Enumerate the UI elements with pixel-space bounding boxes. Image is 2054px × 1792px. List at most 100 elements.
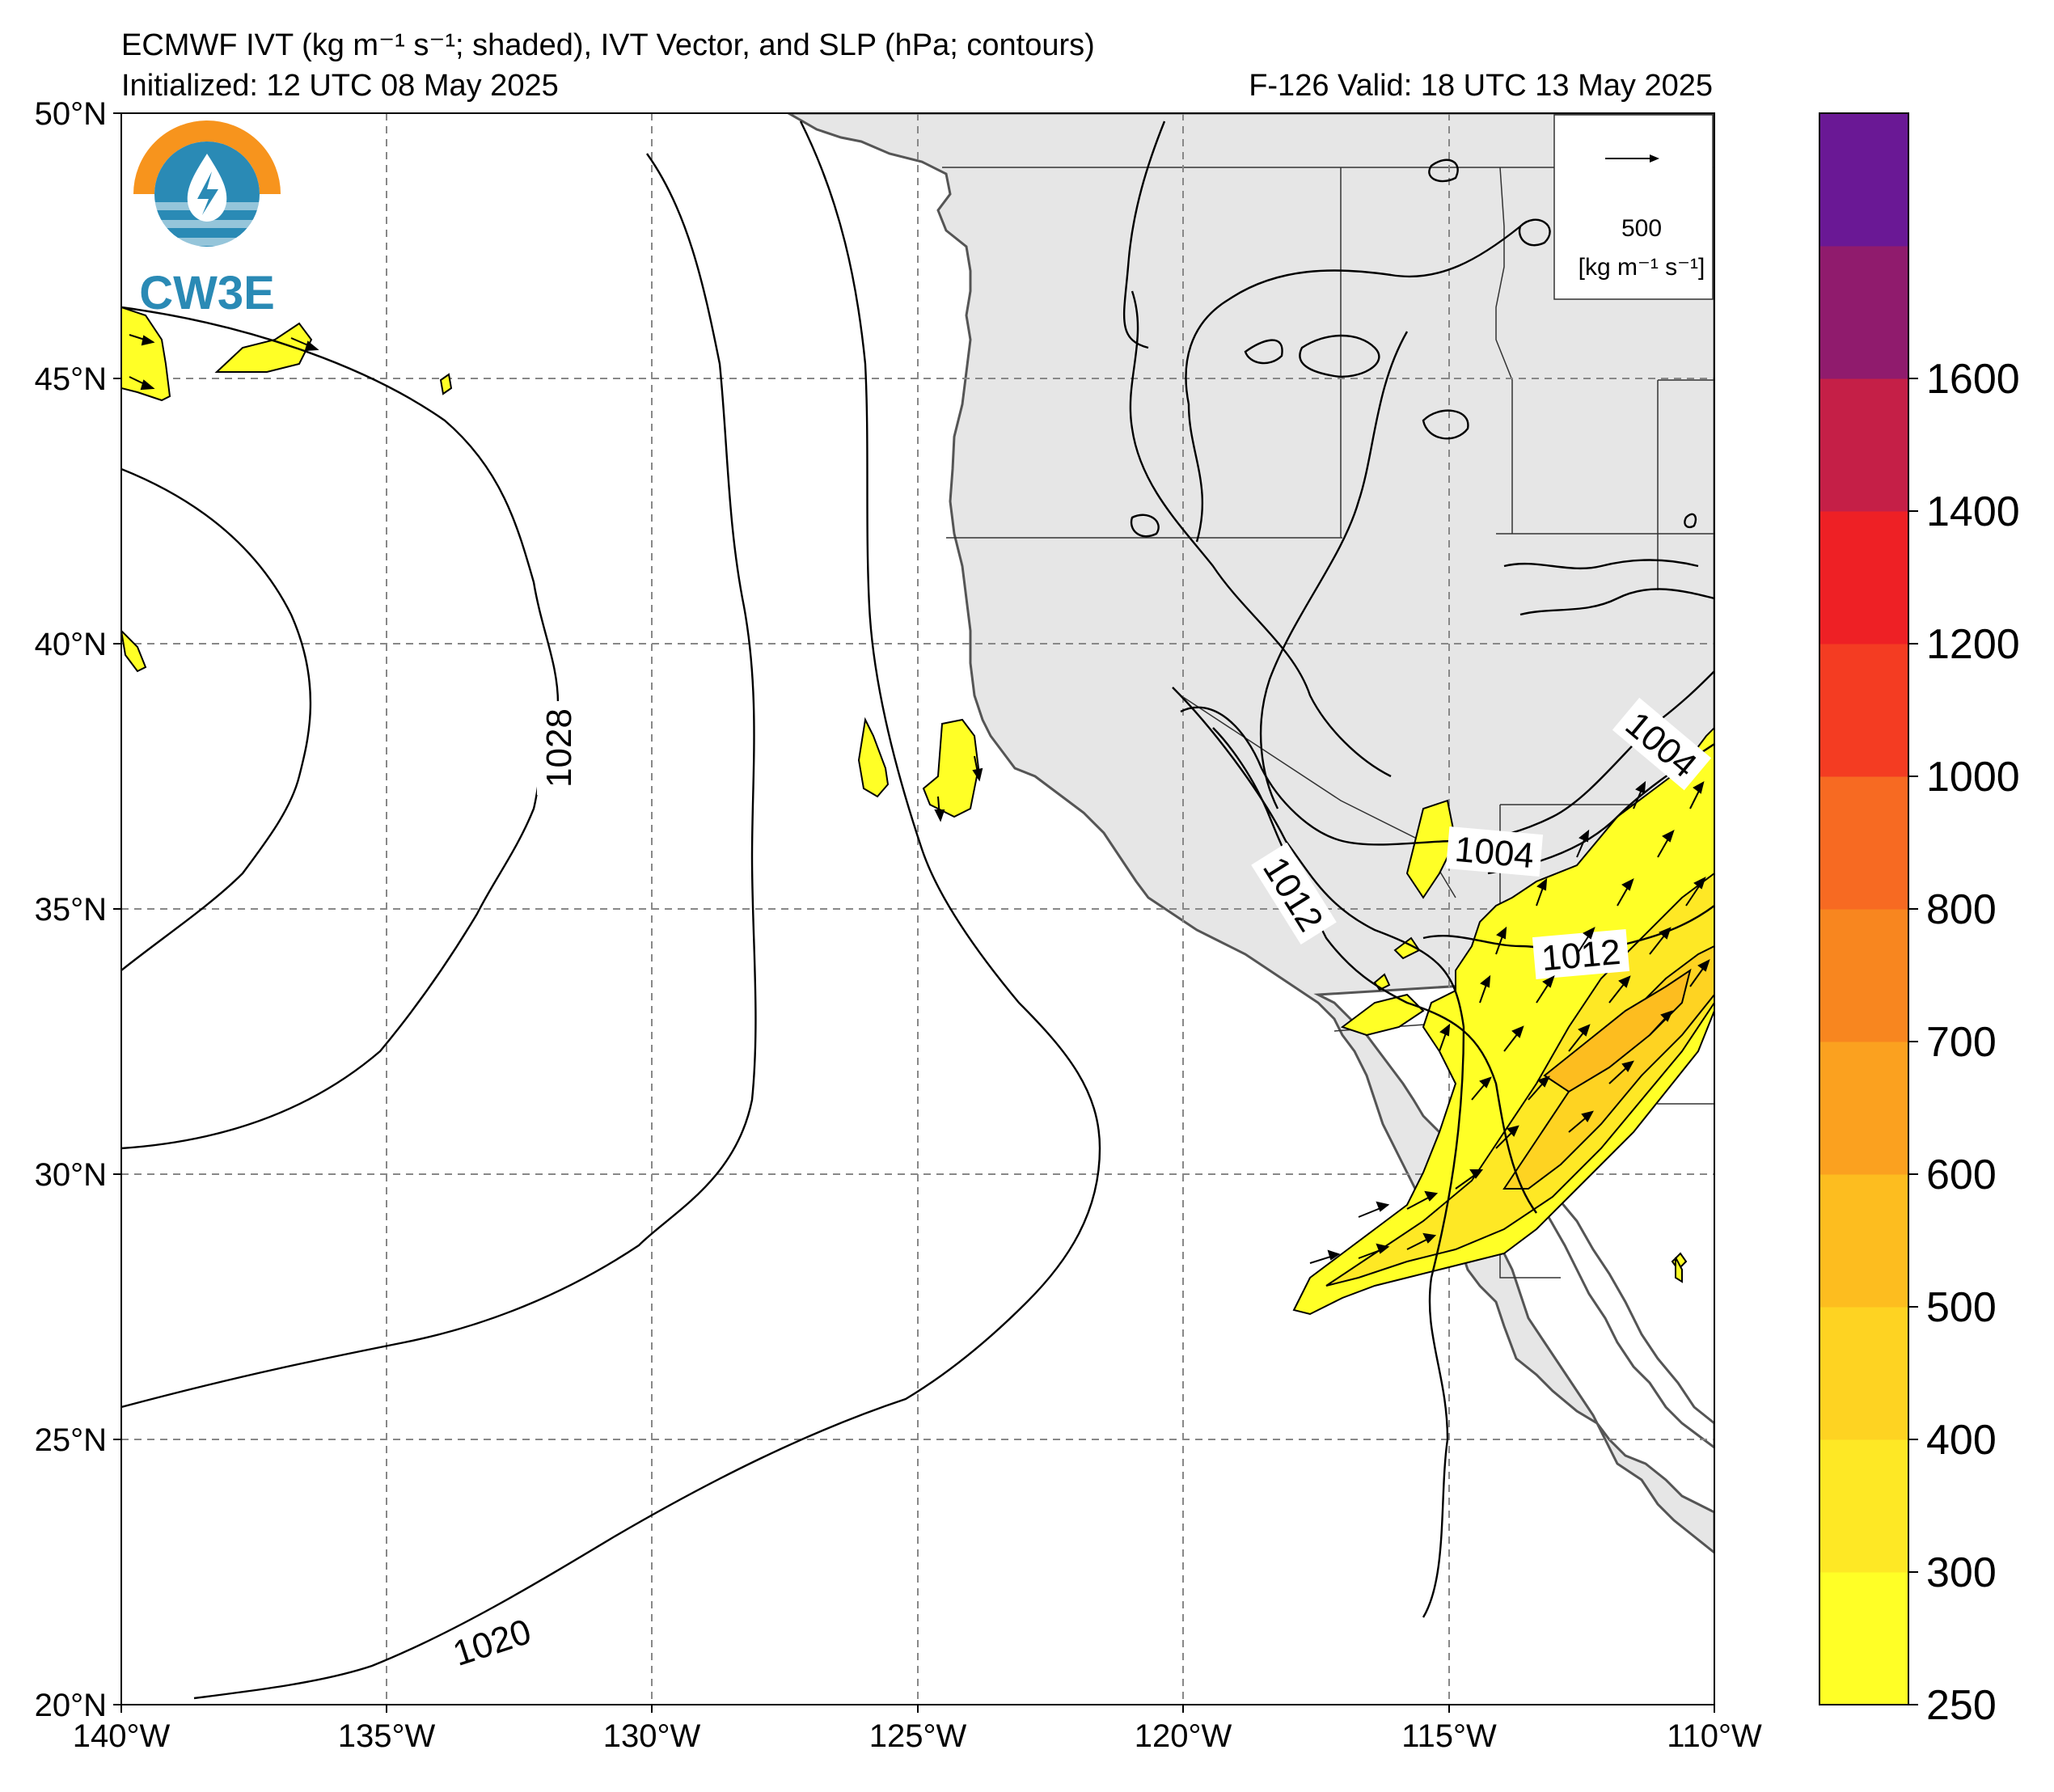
- ivt-vector: [1608, 1060, 1634, 1084]
- ivt-vector: [1495, 926, 1507, 955]
- ivt-vector: [1649, 927, 1672, 955]
- ivt-vector: [1406, 1190, 1439, 1210]
- lat-label-20n: 20°N: [35, 1688, 107, 1723]
- slp-contour-east-1: [1503, 559, 1699, 570]
- ivt-vector: [1479, 974, 1491, 1004]
- slp-contour-small-3: [1244, 339, 1283, 365]
- valid-label: F-126 Valid: 18 UTC 13 May 2025: [1249, 69, 1713, 103]
- ivt-vector: [1406, 1232, 1437, 1250]
- slp-contour-1016: [1172, 687, 1465, 1618]
- contour-label-1004-center-text: 1004: [1453, 830, 1536, 876]
- colorbar-segments: [1819, 113, 1908, 1705]
- slp-contour-1008b: [1259, 331, 1409, 809]
- slp-contour-small-2: [1428, 158, 1459, 183]
- ivt-vector: [972, 755, 983, 782]
- ivt-blob-3: [439, 373, 453, 395]
- ivt-vector: [934, 796, 945, 822]
- ivt-vector: [1528, 1076, 1550, 1101]
- vector-legend-units: [kg m⁻¹ s⁻¹]: [1579, 254, 1705, 281]
- colorbar-segment: [1819, 644, 1908, 777]
- slp-contour-small-5: [1299, 334, 1380, 378]
- ivt-blob-1: [121, 306, 171, 402]
- colorbar-label: 400: [1926, 1417, 1997, 1464]
- slp-contour-1012-north: [1129, 290, 1392, 778]
- axis-ticks: [113, 112, 1715, 1713]
- initialized-label: Initialized: 12 UTC 08 May 2025: [121, 69, 559, 103]
- colorbar-label: 1000: [1926, 754, 2020, 801]
- ivt-shading: [121, 306, 1714, 1316]
- ivt-vector: [1633, 780, 1646, 809]
- ivt-vector: [1358, 1243, 1390, 1259]
- ivt-blob-5: [857, 716, 890, 798]
- lat-label-30n: 30°N: [35, 1157, 107, 1193]
- ivt-blob-12: [1675, 1257, 1683, 1283]
- colorbar-segment: [1819, 776, 1908, 910]
- figure-title: ECMWF IVT (kg m⁻¹ s⁻¹; shaded), IVT Vect…: [121, 28, 1095, 62]
- lon-label-130w: 130°W: [603, 1718, 701, 1754]
- contour-label-1028-text: 1028: [539, 708, 579, 788]
- ivt-vector: [1685, 877, 1706, 907]
- longitude-labels: 140°W 135°W 130°W 125°W 120°W 115°W 110°…: [73, 1718, 1762, 1754]
- colorbar-label: 250: [1926, 1682, 1997, 1729]
- ivt-plume-500: [1543, 968, 1692, 1093]
- lat-label-50n: 50°N: [35, 96, 107, 132]
- lat-label-35n: 35°N: [35, 892, 107, 928]
- ivt-vector: [1617, 878, 1634, 907]
- colorbar-label: 1600: [1926, 356, 2020, 403]
- ivt-vector: [1568, 1024, 1591, 1052]
- lat-label-25n: 25°N: [35, 1422, 107, 1458]
- ivt-vector: [1309, 1249, 1341, 1264]
- ivt-vector: [1608, 975, 1631, 1004]
- ivt-vectors: [129, 334, 1710, 1264]
- colorbar-segment: [1819, 378, 1908, 512]
- ivt-vector: [129, 334, 155, 346]
- ivt-vector: [1576, 927, 1595, 955]
- slp-contour-1012-west: [1212, 727, 1537, 1214]
- ivt-vector: [1358, 1201, 1390, 1218]
- colorbar-label: 800: [1926, 886, 1997, 933]
- cw3e-logo: CW3E: [133, 120, 281, 319]
- slp-contour-small-4: [1518, 218, 1551, 247]
- lat-label-40n: 40°N: [35, 627, 107, 662]
- lat-label-45n: 45°N: [35, 361, 107, 397]
- contour-label-1028: 1028: [537, 701, 579, 795]
- ivt-vector: [1689, 959, 1710, 987]
- ivt-blob-4: [121, 629, 147, 673]
- colorbar-segment: [1819, 1572, 1908, 1705]
- vector-legend: 500 [kg m⁻¹ s⁻¹]: [1553, 114, 1714, 300]
- slp-contour-1008c: [1185, 226, 1521, 543]
- gridlines: [121, 113, 1714, 1705]
- colorbar-segment: [1819, 246, 1908, 379]
- ivt-vector: [1689, 781, 1705, 809]
- slp-contour-1020: [193, 120, 1101, 1700]
- colorbar: 250 300 400 500 600 700 800 1000 1200 1400 1600: [1819, 112, 2020, 1729]
- colorbar-segment: [1819, 511, 1908, 645]
- contour-label-1012-east-text: 1012: [1540, 932, 1622, 978]
- lon-label-135w: 135°W: [338, 1718, 436, 1754]
- lightning-icon: [197, 171, 218, 215]
- colorbar-segment: [1819, 1174, 1908, 1308]
- slp-contour-1024a: [121, 467, 312, 971]
- colorbar-segment: [1819, 1439, 1908, 1573]
- ivt-vector: [1576, 829, 1590, 858]
- ivt-blob-8: [1340, 993, 1425, 1037]
- contour-label-1004-center: 1004: [1445, 826, 1544, 877]
- lon-label-110w: 110°W: [1667, 1718, 1762, 1754]
- ivt-vector: [1536, 975, 1555, 1004]
- colorbar-segment: [1819, 113, 1908, 247]
- ivt-blob-2: [214, 322, 313, 373]
- slp-contour-1024b: [121, 153, 757, 1409]
- colorbar-segment: [1819, 1042, 1908, 1175]
- lon-label-125w: 125°W: [869, 1718, 967, 1754]
- colorbar-label: 1200: [1926, 621, 2020, 668]
- ivt-vector: [1568, 1110, 1594, 1133]
- colorbar-label: 300: [1926, 1549, 1997, 1596]
- ivt-vector: [1649, 1010, 1673, 1036]
- colorbar-label: 500: [1926, 1284, 1997, 1331]
- ivt-vector: [290, 337, 319, 352]
- slp-contour-small-1: [1130, 514, 1160, 538]
- lon-label-120w: 120°W: [1135, 1718, 1232, 1754]
- ivt-vector: [1495, 1125, 1519, 1149]
- ivt-vector: [1455, 1169, 1484, 1190]
